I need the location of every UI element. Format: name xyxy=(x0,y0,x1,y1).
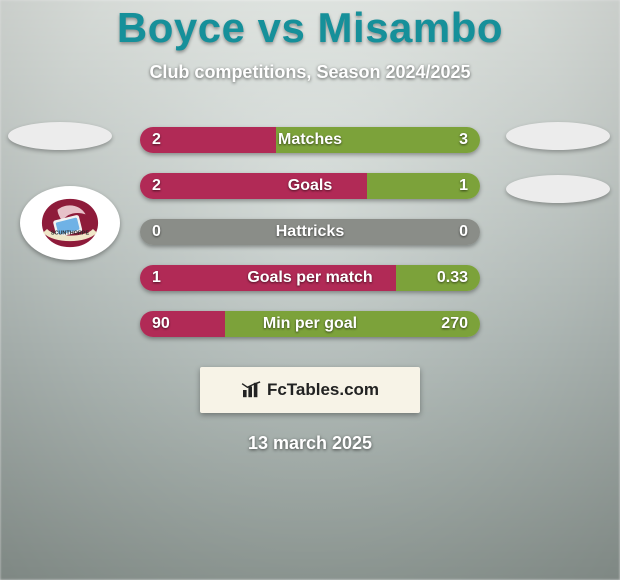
stat-value-left: 1 xyxy=(152,269,161,287)
page-title: Boyce vs Misambo xyxy=(0,4,620,52)
stat-value-right: 270 xyxy=(441,315,468,333)
date-label: 13 march 2025 xyxy=(0,433,620,454)
subtitle: Club competitions, Season 2024/2025 xyxy=(0,62,620,83)
stat-bar-right xyxy=(276,127,480,153)
stat-value-left: 2 xyxy=(152,177,161,195)
attribution-text: FcTables.com xyxy=(267,380,379,400)
stat-value-right: 0.33 xyxy=(437,269,468,287)
stat-value-right: 3 xyxy=(459,131,468,149)
svg-text:SCUNTHORPE: SCUNTHORPE xyxy=(51,231,90,237)
stat-bar-left xyxy=(140,219,310,245)
stat-value-left: 0 xyxy=(152,223,161,241)
stat-value-right: 0 xyxy=(459,223,468,241)
player-ellipse xyxy=(8,122,112,150)
stat-row: 90270Min per goal xyxy=(0,301,620,347)
stat-bar: 00Hattricks xyxy=(140,219,480,245)
player-ellipse xyxy=(506,122,610,150)
stat-bar: 21Goals xyxy=(140,173,480,199)
stat-value-right: 1 xyxy=(459,177,468,195)
barchart-icon xyxy=(241,381,263,399)
stat-bar-left xyxy=(140,173,367,199)
stat-row: 10.33Goals per match xyxy=(0,255,620,301)
scunthorpe-badge-icon: SCUNTHORPE xyxy=(31,194,109,252)
stat-value-left: 90 xyxy=(152,315,170,333)
stat-bar-left xyxy=(140,265,396,291)
player-ellipse xyxy=(506,175,610,203)
attribution-badge: FcTables.com xyxy=(200,367,420,413)
club-badge-left: SCUNTHORPE xyxy=(20,186,120,260)
stat-bar-right xyxy=(310,219,480,245)
stat-value-left: 2 xyxy=(152,131,161,149)
stat-bar: 23Matches xyxy=(140,127,480,153)
stat-bar: 10.33Goals per match xyxy=(140,265,480,291)
stat-bar: 90270Min per goal xyxy=(140,311,480,337)
